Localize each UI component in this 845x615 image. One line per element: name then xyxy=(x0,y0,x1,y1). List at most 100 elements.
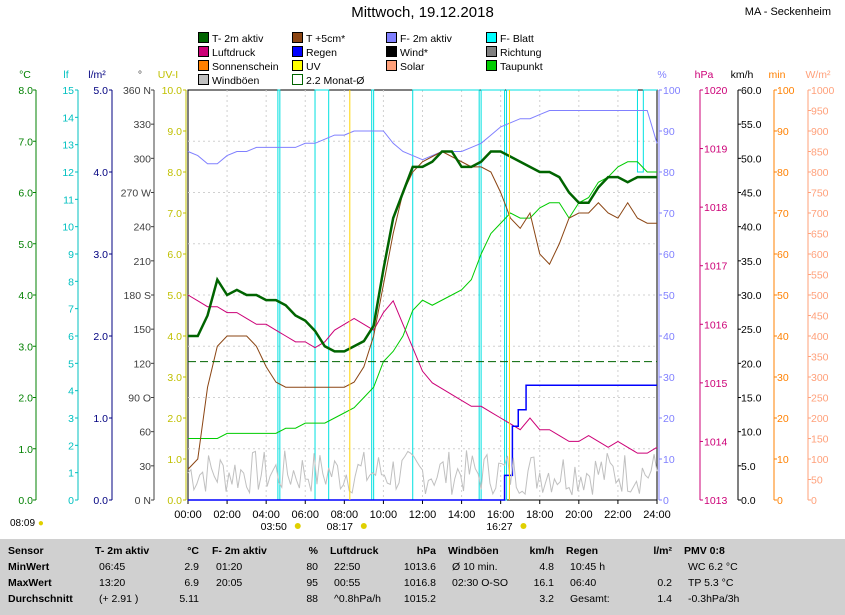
axis-label-hpa: 1014 xyxy=(704,436,728,448)
axis-label-min: 50 xyxy=(777,290,789,302)
axis-label-kmh: 0.0 xyxy=(741,495,756,507)
axis-label-wm2: 250 xyxy=(811,393,829,405)
stats-column: F- 2m aktiv% 01:20 80 20:05 95 88 xyxy=(212,539,324,615)
axis-label-dir: 270 W xyxy=(121,188,151,200)
stats-time: 10:45 h xyxy=(570,561,606,573)
x-tick-label: 16:00 xyxy=(487,509,515,521)
axis-label-uvi: 2.0 xyxy=(167,413,182,425)
stats-value: 6.9 xyxy=(184,577,199,589)
stats-value: 1013.6 xyxy=(403,561,436,573)
axis-label-pct: 100 xyxy=(663,85,681,97)
axis-label-wm2: 150 xyxy=(811,434,829,446)
stats-time: 00:55 xyxy=(334,577,361,589)
axis-label-wm2: 400 xyxy=(811,331,829,343)
axis-label-lf: 13 xyxy=(62,140,74,152)
axis-label-uvi: 0.0 xyxy=(167,495,182,507)
legend-item: UV xyxy=(292,60,321,73)
series-line-t-5cm- xyxy=(187,150,657,470)
axis-label-min: 60 xyxy=(777,249,789,261)
axis-label-wm2: 200 xyxy=(811,413,829,425)
axis-label-lm: 5.0 xyxy=(93,85,108,97)
legend-label: Richtung xyxy=(500,47,542,59)
axis-label-lf: 2 xyxy=(68,440,74,452)
axis-label-hpa: 1016 xyxy=(704,319,728,331)
axis-label-dir: 330 xyxy=(133,119,151,131)
axis-label-dir: 240 xyxy=(133,222,151,234)
axis-label-uvi: 7.0 xyxy=(167,208,182,220)
axis-label-hpa: 1018 xyxy=(704,202,728,214)
legend-label: Luftdruck xyxy=(212,47,256,59)
legend-label: F- 2m aktiv xyxy=(400,33,452,45)
axis-label-uvi: 10.0 xyxy=(162,85,183,97)
x-tick-label: 24:00 xyxy=(643,509,671,521)
axis-label-c: 7.0 xyxy=(18,136,33,148)
stats-column: Windböen km/h Ø 10 min. 4.8 02:30 O-SO 16.1 3.… xyxy=(448,539,560,615)
axis-label-kmh: 45.0 xyxy=(741,188,762,200)
legend-swatch xyxy=(292,32,303,43)
axis-label-dir: 120 xyxy=(133,358,151,370)
stats-value: 1.4 xyxy=(657,593,672,605)
x-tick-label: 22:00 xyxy=(604,509,632,521)
legend-label: F- Blatt xyxy=(500,33,534,45)
legend-label: Windböen xyxy=(212,75,260,87)
axis-label-kmh: 60.0 xyxy=(741,85,762,97)
legend-swatch xyxy=(386,60,397,71)
stats-column-title: T- 2m aktiv xyxy=(95,545,150,557)
dawn-label: 03:50 xyxy=(261,521,287,533)
axis-label-uvi: 3.0 xyxy=(167,372,182,384)
axis-label-wm2: 950 xyxy=(811,106,829,118)
stats-time: Ø 10 min. xyxy=(452,561,498,573)
axis-label-kmh: 50.0 xyxy=(741,153,762,165)
x-tick-label: 00:00 xyxy=(174,509,202,521)
x-tick-label: 14:00 xyxy=(448,509,476,521)
axis-label-hpa: 1019 xyxy=(704,144,728,156)
axis-label-kmh: 20.0 xyxy=(741,358,762,370)
stats-value: 3.2 xyxy=(539,593,554,605)
stats-value: 16.1 xyxy=(533,577,554,589)
stats-column: T- 2m aktiv °C 06:45 2.9 13:20 6.9 (+ 2.91 ) 5.… xyxy=(95,539,205,615)
axis-label-pct: 0 xyxy=(663,495,669,507)
axis-label-lm: 1.0 xyxy=(93,413,108,425)
axis-unit-hpa: hPa xyxy=(695,69,714,81)
axis-label-pct: 30 xyxy=(663,372,675,384)
axis-label-lf: 7 xyxy=(68,304,74,316)
axis-label-c: 6.0 xyxy=(18,188,33,200)
axis-label-dir: 90 O xyxy=(128,393,151,405)
stats-value: 1015.2 xyxy=(403,593,436,605)
axis-label-c: 0.0 xyxy=(18,495,33,507)
axis-label-dir: 210 xyxy=(133,256,151,268)
axis-label-kmh: 55.0 xyxy=(741,119,762,131)
axis-unit-wm2: W/m² xyxy=(805,69,831,81)
axis-label-uvi: 4.0 xyxy=(167,331,182,343)
stats-time: 02:30 O-SO xyxy=(452,577,509,589)
axis-label-dir: 300 xyxy=(133,153,151,165)
axis-label-wm2: 450 xyxy=(811,311,829,323)
legend-swatch xyxy=(292,46,303,57)
axis-label-wm2: 600 xyxy=(811,249,829,261)
axis-label-kmh: 25.0 xyxy=(741,324,762,336)
axis-label-dir: 60 xyxy=(139,427,151,439)
axis-label-lf: 15 xyxy=(62,85,74,97)
x-tick-label: 12:00 xyxy=(409,509,437,521)
axis-label-lf: 14 xyxy=(62,112,74,124)
stats-column-title: Luftdruck xyxy=(330,545,379,557)
stats-value: 0.2 xyxy=(657,577,672,589)
stats-column-title: Regen xyxy=(566,545,599,557)
stats-value: 95 xyxy=(306,577,318,589)
legend-item: 2.2 Monat-Ø xyxy=(292,74,364,87)
axis-label-kmh: 15.0 xyxy=(741,393,762,405)
stats-value: 4.8 xyxy=(539,561,554,573)
stats-value: 1016.8 xyxy=(403,577,436,589)
stats-column: Luftdruck hPa 22:50 1013.6 00:55 1016.8 ^0.8hP… xyxy=(330,539,442,615)
axis-label-wm2: 800 xyxy=(811,167,829,179)
axis-label-wm2: 50 xyxy=(811,475,823,487)
axis-label-wm2: 550 xyxy=(811,270,829,282)
sunrise-label-dot xyxy=(360,523,367,529)
axis-label-uvi: 6.0 xyxy=(167,249,182,261)
axis-label-min: 100 xyxy=(777,85,795,97)
stats-column-title: PMV 0:8 xyxy=(684,545,725,557)
legend-item: Solar xyxy=(386,60,425,73)
axis-label-kmh: 10.0 xyxy=(741,427,762,439)
stats-column: PMV 0:8 WC 6.2 °C TP 5.3 °C -0.3hPa/3h xyxy=(684,539,784,615)
sunset-label-dot xyxy=(520,523,527,529)
